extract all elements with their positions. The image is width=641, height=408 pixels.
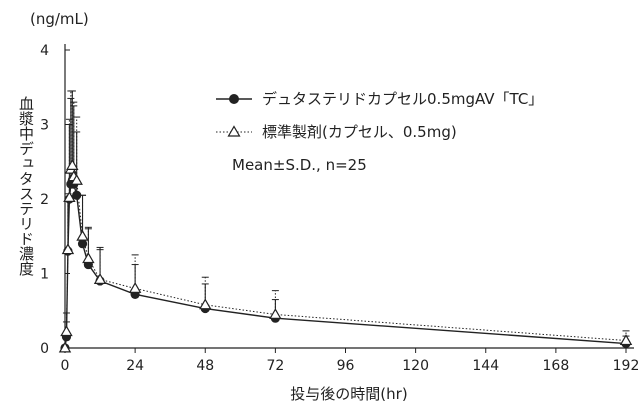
data-point-test <box>72 190 82 200</box>
data-point-reference <box>82 252 95 264</box>
y-tick-label: 0 <box>40 341 49 357</box>
y-tick-label: 1 <box>40 267 49 283</box>
series-line-test <box>64 178 627 349</box>
data-point-reference <box>66 159 79 170</box>
data-point-reference <box>63 191 76 203</box>
series-markers <box>58 159 633 353</box>
x-tick-label: 144 <box>472 358 499 374</box>
series-lines <box>64 165 627 349</box>
x-tick-label: 168 <box>543 358 570 374</box>
legend: デュタステリドカプセル0.5mgAV「TC」 標準製剤(カプセル、0.5mg) … <box>216 90 543 174</box>
data-point-reference <box>93 273 107 284</box>
axes: 0 1 2 3 4 0 24 48 72 96 120 144 168 192 <box>40 43 639 374</box>
legend-label-test: デュタステリドカプセル0.5mgAV「TC」 <box>262 90 543 108</box>
data-point-reference <box>619 334 633 346</box>
data-point-reference <box>128 281 142 293</box>
x-tick-label: 24 <box>126 358 144 374</box>
data-point-test <box>77 239 88 249</box>
data-point-reference <box>269 308 282 319</box>
data-point-reference <box>61 243 75 255</box>
x-tick-label: 192 <box>613 358 640 374</box>
series-line-reference <box>64 165 627 349</box>
legend-marker-test <box>229 94 239 104</box>
y-tick-label: 2 <box>40 192 49 208</box>
x-axis-label: 投与後の時間(hr) <box>290 385 407 403</box>
x-tick-label: 48 <box>196 358 214 374</box>
data-point-reference <box>199 298 212 310</box>
x-tick-label: 72 <box>266 358 284 374</box>
legend-marker-reference <box>227 125 241 137</box>
x-tick-label: 96 <box>337 358 355 374</box>
y-tick-label: 3 <box>40 118 49 134</box>
legend-item-test: デュタステリドカプセル0.5mgAV「TC」 <box>216 90 543 108</box>
legend-label-reference: 標準製剤(カプセル、0.5mg) <box>262 123 457 141</box>
data-point-reference <box>70 173 83 185</box>
legend-item-reference: 標準製剤(カプセル、0.5mg) <box>216 123 457 141</box>
data-point-reference <box>76 229 89 241</box>
y-unit-label: (ng/mL) <box>30 10 89 28</box>
x-tick-label: 120 <box>402 358 429 374</box>
data-point-reference <box>60 325 73 337</box>
y-tick-label: 4 <box>40 43 49 59</box>
y-axis-label: 血漿中デュタステリド濃度 <box>17 96 35 276</box>
legend-note: Mean±S.D., n=25 <box>232 156 367 174</box>
x-tick-label: 0 <box>61 358 70 374</box>
data-point-reference <box>58 341 72 353</box>
